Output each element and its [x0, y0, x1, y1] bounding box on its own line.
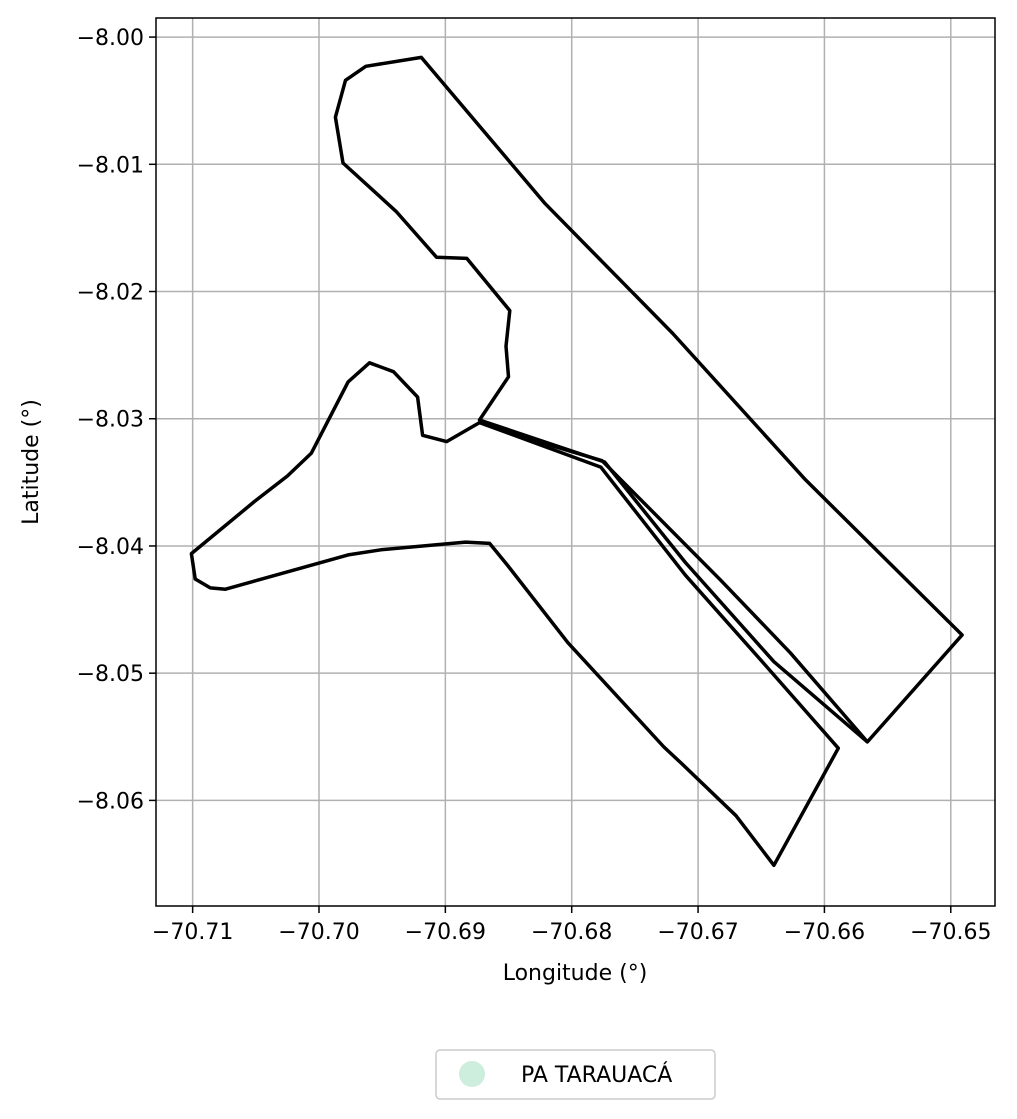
- x-tick-label: −70.71: [152, 920, 233, 945]
- boundary-layer: [189, 55, 964, 868]
- x-tick-label: −70.66: [784, 920, 865, 945]
- x-tick-label: −70.65: [910, 920, 991, 945]
- y-tick-label: −8.00: [77, 26, 144, 51]
- shared-edge-line: [478, 418, 869, 744]
- y-tick-label: −8.06: [77, 789, 144, 814]
- y-axis-label: Latitude (°): [19, 399, 44, 525]
- south-parcel-boundary: [189, 361, 841, 868]
- y-tick-label: −8.04: [77, 535, 144, 560]
- x-axis-label: Longitude (°): [503, 961, 648, 986]
- plot-frame: [155, 17, 996, 907]
- legend-label: PA TARAUACÁ: [521, 1062, 672, 1088]
- y-tick-label: −8.05: [77, 662, 144, 687]
- y-axis-ticks: −8.00 −8.01 −8.02 −8.03 −8.04 −8.05 −8.06: [77, 26, 156, 814]
- north-parcel-boundary: [333, 55, 964, 744]
- x-tick-label: −70.68: [531, 920, 612, 945]
- x-tick-label: −70.69: [405, 920, 486, 945]
- x-axis-ticks: −70.71 −70.70 −70.69 −70.68 −70.67 −70.66 −70.…: [152, 906, 991, 945]
- x-tick-label: −70.70: [278, 920, 359, 945]
- legend-marker: [459, 1061, 485, 1087]
- y-tick-label: −8.01: [77, 153, 144, 178]
- x-tick-label: −70.67: [657, 920, 738, 945]
- y-tick-label: −8.02: [77, 281, 144, 306]
- legend-box: [435, 1049, 716, 1100]
- grid-layer: [156, 18, 995, 906]
- y-tick-label: −8.03: [77, 408, 144, 433]
- legend: PA TARAUACÁ: [435, 1049, 716, 1100]
